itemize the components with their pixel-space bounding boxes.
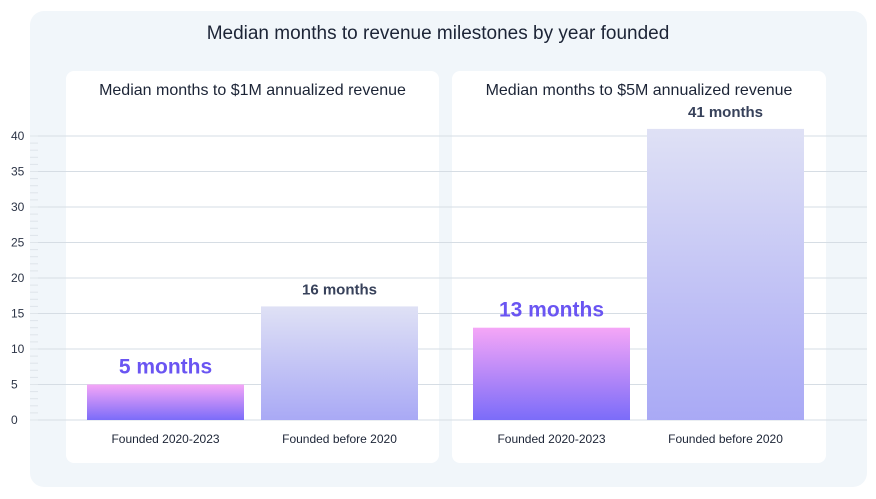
bar-5m-recent xyxy=(473,327,630,420)
bar-value-label: 13 months xyxy=(499,299,604,322)
y-tick-label: 40 xyxy=(11,129,25,143)
bar-value-label: 16 months xyxy=(302,281,377,298)
chart-title: Median months to revenue milestones by y… xyxy=(206,23,670,44)
y-tick-label: 25 xyxy=(11,236,25,250)
category-labels: Founded 2020-2023 Founded before 2020 Foun… xyxy=(111,432,783,446)
category-label: Founded before 2020 xyxy=(282,432,397,446)
bar-1m-older xyxy=(261,306,418,420)
category-label: Founded 2020-2023 xyxy=(497,432,605,446)
y-tick-label: 20 xyxy=(11,271,25,285)
bar-1m-recent xyxy=(87,384,244,420)
y-tick-label: 15 xyxy=(11,307,25,321)
y-tick-label: 35 xyxy=(11,165,25,179)
panel-title-5m: Median months to $5M annualized revenue xyxy=(485,82,793,99)
y-axis-ticks: 0 5 10 15 20 25 30 35 40 xyxy=(11,129,25,427)
category-label: Founded 2020-2023 xyxy=(111,432,219,446)
bars xyxy=(87,128,804,420)
y-tick-label: 10 xyxy=(11,342,25,356)
y-tick-label: 5 xyxy=(11,378,18,392)
panel-title-1m: Median months to $1M annualized revenue xyxy=(99,82,406,99)
bar-5m-older xyxy=(647,128,804,420)
category-label: Founded before 2020 xyxy=(668,432,783,446)
bar-value-label: 41 months xyxy=(688,104,763,121)
minor-ticks xyxy=(30,135,38,421)
bar-value-label: 5 months xyxy=(119,356,212,379)
y-tick-label: 30 xyxy=(11,200,25,214)
y-tick-label: 0 xyxy=(11,413,18,427)
bar-labels: 5 months 16 months 13 months 41 months xyxy=(119,104,763,379)
